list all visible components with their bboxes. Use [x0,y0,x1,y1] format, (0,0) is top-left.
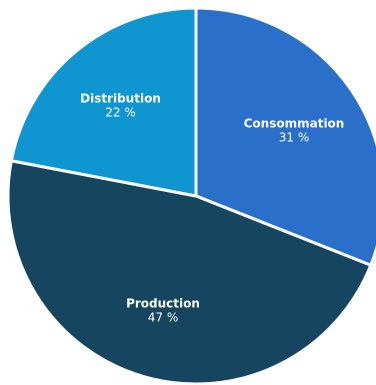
pie-slice-distribution [9,6,198,198]
pie-slice-consommation [194,6,376,267]
slice-value-distribution: 22 % [105,106,136,120]
slice-label-consommation: Consommation [244,116,345,130]
slice-label-distribution: Distribution [80,92,161,106]
slice-label-production: Production [126,297,200,311]
slice-value-consommation: 31 % [279,130,310,144]
slice-value-production: 47 % [148,311,179,325]
pie-slice-production [6,159,373,385]
pie-slices [6,6,376,385]
